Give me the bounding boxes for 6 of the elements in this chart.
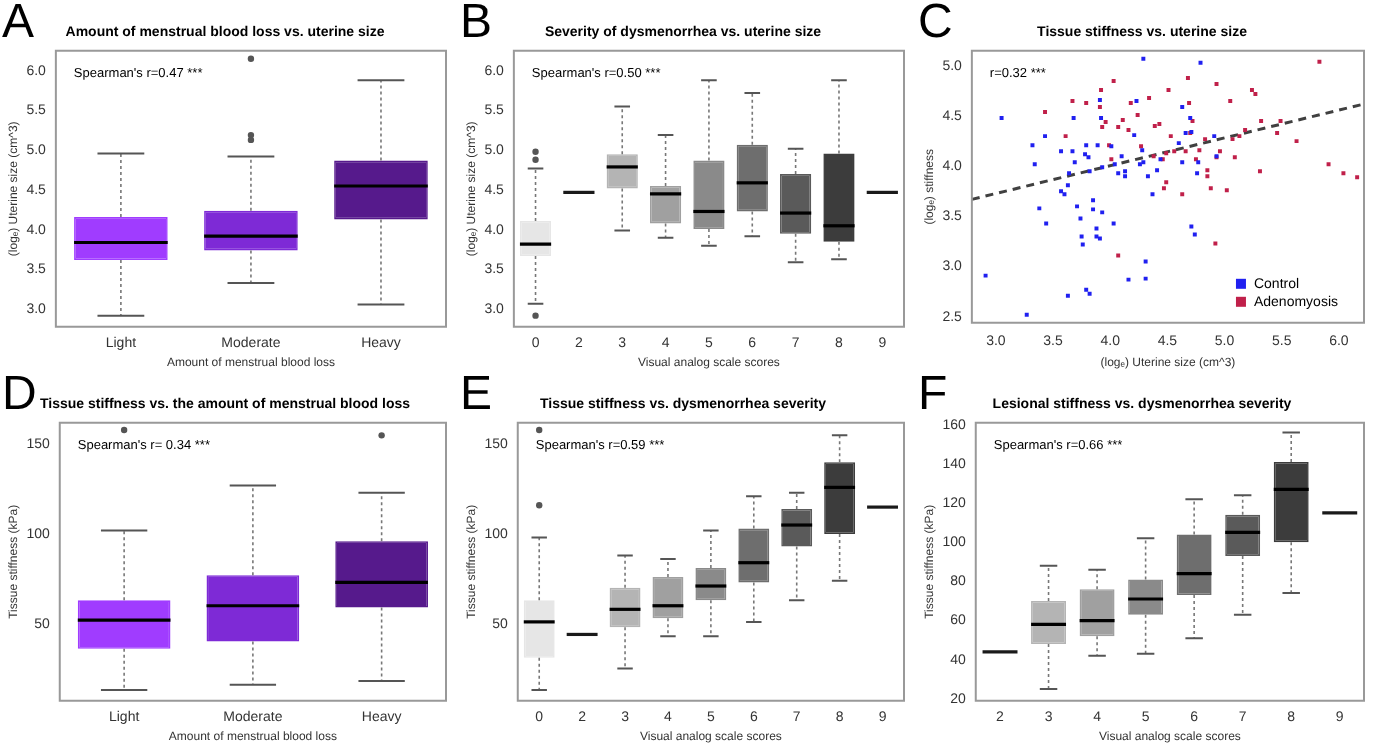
text: B (460, 0, 493, 50)
text: F (918, 367, 948, 422)
text: E (460, 367, 493, 422)
text: D (2, 367, 37, 422)
text: C (918, 0, 953, 50)
text: A (2, 0, 35, 50)
